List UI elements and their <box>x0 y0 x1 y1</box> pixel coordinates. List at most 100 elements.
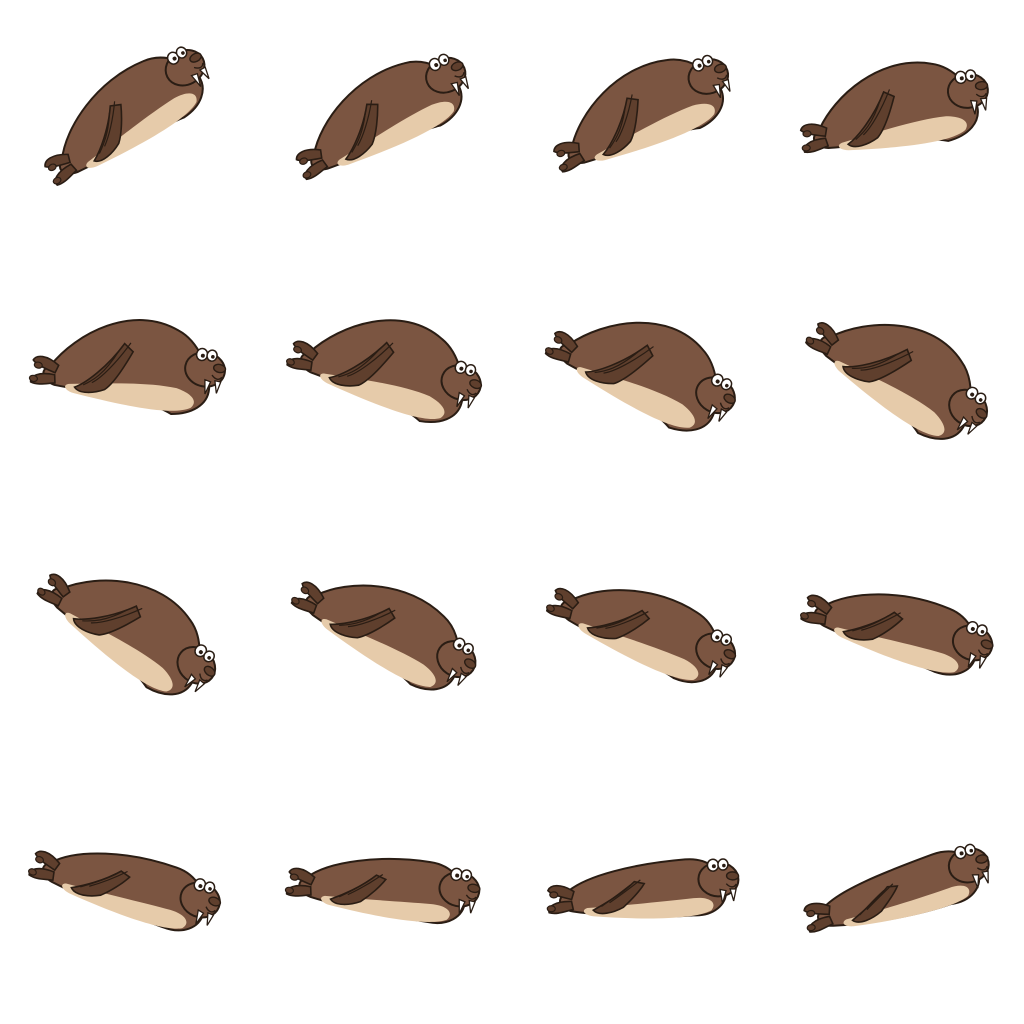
walrus-body <box>567 58 724 164</box>
walrus-head <box>951 620 994 669</box>
walrus-head <box>948 386 989 435</box>
walrus-tail-flippers <box>546 884 575 915</box>
walrus-frame-10 <box>256 512 512 768</box>
walrus-tusk <box>184 673 197 688</box>
walrus-front-flipper <box>92 103 123 163</box>
walrus-tail-flippers <box>36 573 71 607</box>
walrus-front-flipper <box>842 348 913 383</box>
walrus-frame-6 <box>256 256 512 512</box>
walrus-tail-flippers <box>799 594 833 626</box>
walrus-nose <box>975 854 989 864</box>
walrus-tusk <box>956 415 969 431</box>
walrus-tail-flippers <box>285 340 319 372</box>
walrus-tail-flippers <box>44 153 78 186</box>
walrus-sprite <box>285 319 483 423</box>
walrus-nose <box>713 63 727 74</box>
walrus-frame-13 <box>0 768 256 1024</box>
walrus-nose <box>203 665 216 677</box>
walrus-nose <box>980 639 994 650</box>
walrus-head <box>436 637 477 686</box>
walrus-nose <box>469 379 483 390</box>
walrus-tusk <box>456 391 466 408</box>
walrus-sprite <box>290 581 477 691</box>
walrus-sprite <box>799 593 994 676</box>
walrus-sprite <box>799 61 989 154</box>
walrus-nose <box>212 363 227 374</box>
walrus-body <box>819 323 972 440</box>
walrus-body <box>58 56 204 175</box>
walrus-nose <box>723 649 737 660</box>
walrus-front-flipper <box>586 609 651 640</box>
walrus-head <box>695 629 737 678</box>
walrus-sprite <box>805 322 989 440</box>
walrus-body <box>310 60 463 171</box>
walrus-nose <box>450 61 464 72</box>
walrus-nose <box>723 393 736 405</box>
walrus-head <box>176 644 217 693</box>
walrus-body <box>813 593 978 676</box>
walrus-tail-flippers <box>28 355 60 385</box>
walrus-tusk <box>712 83 722 99</box>
walrus-frame-3 <box>512 0 768 256</box>
walrus-frame-14 <box>256 768 512 1024</box>
walrus-frame-8 <box>768 256 1024 512</box>
walrus-frame-16 <box>768 768 1024 1024</box>
walrus-nose <box>463 658 477 670</box>
walrus-head <box>695 373 736 422</box>
walrus-tusk <box>195 908 205 925</box>
walrus-frame-5 <box>0 256 256 512</box>
walrus-head <box>184 347 227 395</box>
walrus-nose <box>975 407 988 419</box>
walrus-frame-9 <box>0 512 256 768</box>
walrus-tail-flippers <box>553 141 586 173</box>
walrus-tail-flippers <box>799 123 830 154</box>
walrus-tail-flippers <box>805 322 840 356</box>
walrus-tusk <box>719 888 727 904</box>
walrus-tusk <box>707 403 718 419</box>
walrus-nose <box>467 883 481 894</box>
walrus-tail-flippers <box>284 867 316 897</box>
walrus-tusk <box>967 651 977 668</box>
walrus-tail-flippers <box>290 581 325 615</box>
walrus-sprite <box>36 573 217 696</box>
walrus-tail-flippers <box>545 587 580 620</box>
walrus-body <box>41 852 206 932</box>
walrus-nose <box>725 871 740 881</box>
walrus-head <box>946 69 989 115</box>
walrus-nose <box>974 80 989 91</box>
walrus-tusk <box>969 99 978 115</box>
walrus-head <box>179 878 222 926</box>
walrus-sprite <box>295 53 470 181</box>
walrus-sprite <box>553 54 731 173</box>
walrus-tail-flippers <box>295 148 329 181</box>
walrus-sprite <box>803 843 990 933</box>
walrus-sprite <box>284 858 481 924</box>
walrus-sprite <box>545 587 737 684</box>
walrus-tusk <box>971 874 980 889</box>
walrus-sprite <box>44 46 210 186</box>
walrus-front-flipper <box>73 342 135 394</box>
walrus-head <box>947 843 990 889</box>
walrus-tusk <box>450 81 460 96</box>
walrus-belly <box>583 897 714 919</box>
walrus-body <box>558 321 719 432</box>
walrus-sprite <box>27 850 222 932</box>
walrus-sprite <box>544 321 736 432</box>
walrus-frame-15 <box>512 768 768 1024</box>
walrus-sprite <box>546 858 740 919</box>
walrus-nose <box>208 896 222 907</box>
walrus-sprite <box>28 319 227 415</box>
walrus-frame-1 <box>0 0 256 256</box>
walrus-frame-12 <box>768 512 1024 768</box>
walrus-frame-4 <box>768 0 1024 256</box>
walrus-nose <box>189 52 202 63</box>
walrus-front-flipper <box>851 885 899 923</box>
walrus-head <box>164 46 210 87</box>
walrus-frame-11 <box>512 512 768 768</box>
walrus-body <box>50 579 201 696</box>
walrus-head <box>425 53 470 96</box>
walrus-tusk <box>458 898 466 915</box>
walrus-tusk <box>446 667 458 683</box>
walrus-head <box>687 54 731 99</box>
